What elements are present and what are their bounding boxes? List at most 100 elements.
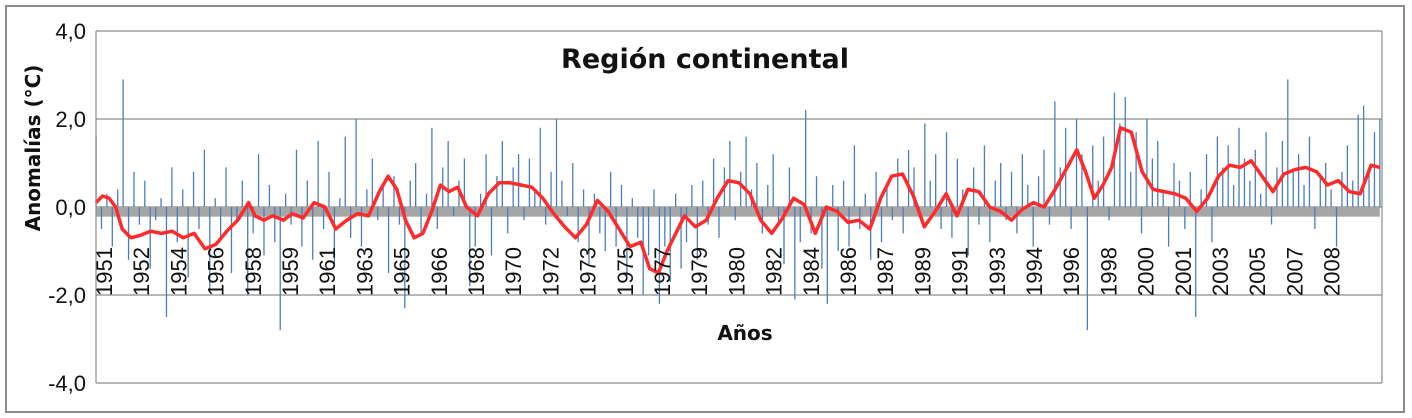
anomaly-bar	[160, 198, 162, 207]
x-tick-label: 1998	[1096, 247, 1121, 296]
anomaly-bar	[1287, 79, 1289, 207]
anomaly-bar	[1341, 171, 1343, 207]
anomaly-bar	[322, 207, 325, 229]
anomaly-bar	[631, 198, 633, 207]
anomaly-bar	[523, 207, 525, 221]
anomaly-bar	[106, 193, 108, 207]
anomaly-bar	[469, 207, 471, 287]
anomaly-bar	[1184, 207, 1186, 229]
anomaly-bar	[1075, 119, 1078, 207]
anomaly-bar	[842, 180, 845, 207]
anomaly-bar	[1200, 189, 1202, 207]
x-tick-label: 1968	[464, 247, 489, 296]
anomaly-bar	[821, 207, 823, 269]
anomaly-bar	[1373, 132, 1376, 207]
anomaly-bar	[799, 207, 801, 243]
anomaly-bar	[192, 171, 195, 207]
anomaly-bar	[1016, 207, 1018, 234]
anomaly-bar	[777, 207, 780, 225]
y-axis: 4,0 2,0 0,0 -2,0 -4,0	[48, 19, 1383, 396]
anomaly-bar	[377, 207, 379, 221]
y-axis-label: Anomalías (°C)	[21, 65, 45, 232]
anomaly-bar	[507, 207, 509, 234]
anomaly-bar	[1314, 207, 1316, 229]
anomaly-bar	[826, 207, 828, 304]
anomaly-bar	[263, 207, 265, 256]
x-tick-label: 2007	[1282, 247, 1307, 296]
anomaly-bar	[566, 207, 568, 216]
anomaly-bar	[149, 207, 151, 269]
anomaly-bar	[176, 207, 178, 243]
anomaly-bar	[1379, 119, 1381, 207]
x-tick-label: 1965	[390, 247, 415, 296]
anomaly-bar	[339, 198, 341, 207]
anomaly-bar	[1037, 176, 1040, 207]
anomaly-bar	[924, 123, 926, 207]
anomaly-bar	[1108, 207, 1110, 221]
anomaly-bar	[295, 149, 298, 207]
anomaly-bar	[1021, 154, 1024, 207]
anomaly-bar	[935, 154, 937, 207]
anomaly-bar	[1167, 207, 1170, 247]
anomaly-bar	[517, 154, 520, 207]
anomaly-bar	[902, 207, 904, 234]
x-tick-label: 1951	[92, 247, 117, 296]
anomaly-bar	[225, 167, 227, 207]
anomaly-bar	[100, 207, 103, 229]
anomaly-bar	[647, 207, 650, 256]
anomaly-bar	[832, 185, 834, 207]
anomaly-bar	[306, 180, 308, 207]
anomaly-bar	[1330, 189, 1332, 207]
anomaly-bar	[1222, 167, 1224, 207]
anomaly-bar	[983, 145, 986, 207]
x-tick-label: 1966	[427, 247, 452, 296]
anomaly-bar	[111, 207, 113, 247]
anomaly-bar	[328, 171, 330, 207]
anomaly-bar	[252, 207, 254, 234]
anomaly-bar	[1260, 193, 1262, 207]
anomaly-bar	[344, 136, 346, 207]
anomaly-bar	[1265, 132, 1267, 207]
anomaly-bar	[929, 180, 931, 207]
anomaly-bar	[837, 207, 839, 251]
anomaly-bar	[1319, 176, 1321, 207]
anomaly-bar	[675, 193, 677, 207]
anomaly-bar	[122, 79, 124, 207]
anomaly-bar	[165, 207, 168, 317]
anomaly-bar	[387, 207, 390, 273]
anomaly-bar	[268, 185, 271, 207]
anomaly-bar	[219, 207, 222, 238]
x-tick-label: 1979	[687, 247, 712, 296]
anomaly-bar	[859, 207, 861, 229]
anomaly-bar	[967, 207, 969, 256]
anomaly-bar	[880, 207, 883, 243]
anomaly-bar	[279, 207, 281, 331]
anomaly-bar	[539, 127, 541, 207]
anomaly-bar	[913, 167, 915, 207]
anomaly-bar	[1124, 97, 1126, 207]
anomaly-bar	[480, 193, 482, 207]
anomaly-bar	[398, 207, 401, 225]
anomaly-bar	[404, 207, 406, 309]
anomaly-bar	[989, 207, 991, 243]
anomaly-bar	[301, 207, 303, 247]
anomaly-bar	[452, 207, 455, 216]
anomaly-bar	[951, 207, 953, 238]
anomaly-bar	[550, 171, 552, 207]
anomaly-bar	[745, 136, 747, 207]
y-tick-label: -4,0	[48, 371, 86, 396]
anomaly-bar	[1308, 136, 1311, 207]
anomaly-bar	[582, 189, 585, 207]
x-tick-label: 1996	[1059, 247, 1084, 296]
anomaly-bar	[284, 193, 287, 207]
anomaly-bar	[463, 158, 466, 207]
anomaly-bar	[236, 207, 238, 221]
anomaly-bar	[528, 158, 531, 207]
anomaly-bar	[610, 171, 612, 207]
anomaly-bar	[349, 207, 352, 238]
anomaly-bar	[1151, 158, 1154, 207]
anomaly-bar	[1173, 163, 1175, 207]
moving-average-line-group	[94, 126, 1381, 275]
anomaly-bar	[490, 207, 493, 256]
